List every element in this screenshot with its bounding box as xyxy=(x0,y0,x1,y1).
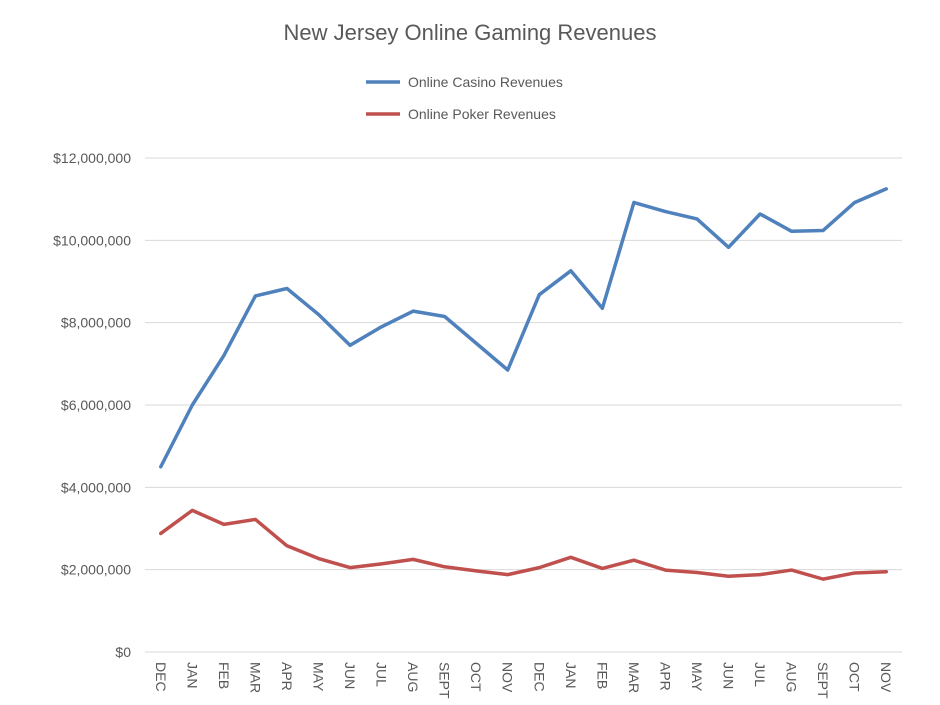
data-point-poker xyxy=(600,566,604,570)
data-point-poker xyxy=(884,570,888,574)
x-tick-label: NOV xyxy=(878,662,894,693)
x-tick-label: SEPT xyxy=(815,662,831,699)
data-point-poker xyxy=(537,566,541,570)
data-point-poker xyxy=(316,557,320,561)
data-point-casino xyxy=(853,200,857,204)
y-tick-label: $2,000,000 xyxy=(61,562,131,578)
y-tick-label: $0 xyxy=(115,644,131,660)
x-tick-label: FEB xyxy=(594,662,610,689)
legend-label-casino: Online Casino Revenues xyxy=(408,74,563,90)
data-point-casino xyxy=(537,293,541,297)
data-point-casino xyxy=(253,294,257,298)
data-point-casino xyxy=(695,217,699,221)
data-point-poker xyxy=(632,558,636,562)
data-point-poker xyxy=(190,508,194,512)
series-line-casino xyxy=(159,187,888,469)
data-point-poker xyxy=(569,555,573,559)
data-point-casino xyxy=(411,309,415,313)
x-tick-label: JUN xyxy=(721,662,737,689)
x-tick-label: APR xyxy=(657,662,673,691)
data-point-casino xyxy=(884,187,888,191)
data-point-casino xyxy=(380,325,384,329)
data-point-casino xyxy=(600,306,604,310)
data-point-poker xyxy=(443,565,447,569)
x-tick-label: AUG xyxy=(405,662,421,692)
data-point-poker xyxy=(253,517,257,521)
x-tick-label: DEC xyxy=(531,662,547,692)
data-point-casino xyxy=(632,200,636,204)
x-tick-label: MAR xyxy=(626,662,642,693)
legend: Online Casino Revenues Online Poker Reve… xyxy=(366,74,563,122)
data-point-poker xyxy=(285,544,289,548)
x-tick-label: JAN xyxy=(563,662,579,688)
x-axis-ticks: DEC JAN FEB MAR APR MAY JUN JUL AUG SEPT OCT NOV DEC… xyxy=(153,662,894,699)
data-point-casino xyxy=(285,286,289,290)
data-point-casino xyxy=(443,314,447,318)
data-point-casino xyxy=(758,212,762,216)
y-tick-label: $12,000,000 xyxy=(53,150,131,166)
x-tick-label: MAR xyxy=(247,662,263,693)
data-point-poker xyxy=(853,571,857,575)
x-tick-label: FEB xyxy=(216,662,232,689)
series-lines xyxy=(159,187,888,581)
data-point-casino xyxy=(316,312,320,316)
x-tick-label: APR xyxy=(279,662,295,691)
data-point-poker xyxy=(663,568,667,572)
x-tick-label: OCT xyxy=(468,662,484,692)
x-tick-label: MAY xyxy=(689,662,705,692)
y-tick-label: $6,000,000 xyxy=(61,397,131,413)
data-point-casino xyxy=(159,465,163,469)
y-tick-label: $10,000,000 xyxy=(53,232,131,248)
x-tick-label: AUG xyxy=(784,662,800,692)
data-point-casino xyxy=(569,269,573,273)
data-point-casino xyxy=(790,229,794,233)
data-point-poker xyxy=(695,571,699,575)
data-point-casino xyxy=(348,343,352,347)
data-point-poker xyxy=(506,573,510,577)
gridlines xyxy=(145,157,902,653)
x-tick-label: NOV xyxy=(500,662,516,693)
legend-label-poker: Online Poker Revenues xyxy=(408,106,556,122)
data-point-casino xyxy=(663,210,667,214)
y-axis-ticks: $0 $2,000,000 $4,000,000 $6,000,000 $8,000,0… xyxy=(53,150,131,660)
data-point-casino xyxy=(506,368,510,372)
y-tick-label: $4,000,000 xyxy=(61,479,131,495)
y-tick-label: $8,000,000 xyxy=(61,315,131,331)
data-point-poker xyxy=(474,569,478,573)
x-tick-label: DEC xyxy=(153,662,169,692)
data-point-poker xyxy=(727,574,731,578)
x-tick-label: JUL xyxy=(752,662,768,687)
chart-title: New Jersey Online Gaming Revenues xyxy=(284,20,657,45)
x-tick-label: MAY xyxy=(310,662,326,692)
x-tick-label: JUL xyxy=(374,662,390,687)
x-tick-label: SEPT xyxy=(437,662,453,699)
data-point-poker xyxy=(758,573,762,577)
data-point-casino xyxy=(474,341,478,345)
data-point-casino xyxy=(821,228,825,232)
data-point-poker xyxy=(821,577,825,581)
data-point-poker xyxy=(380,562,384,566)
data-point-poker xyxy=(159,531,163,535)
series-line-poker xyxy=(159,508,888,581)
data-point-casino xyxy=(727,245,731,249)
x-tick-label: OCT xyxy=(847,662,863,692)
data-point-poker xyxy=(411,557,415,561)
data-point-poker xyxy=(348,566,352,570)
x-tick-label: JAN xyxy=(184,662,200,688)
data-point-casino xyxy=(222,354,226,358)
data-point-casino xyxy=(190,403,194,407)
x-tick-label: JUN xyxy=(342,662,358,689)
data-point-poker xyxy=(222,522,226,526)
data-point-poker xyxy=(790,568,794,572)
